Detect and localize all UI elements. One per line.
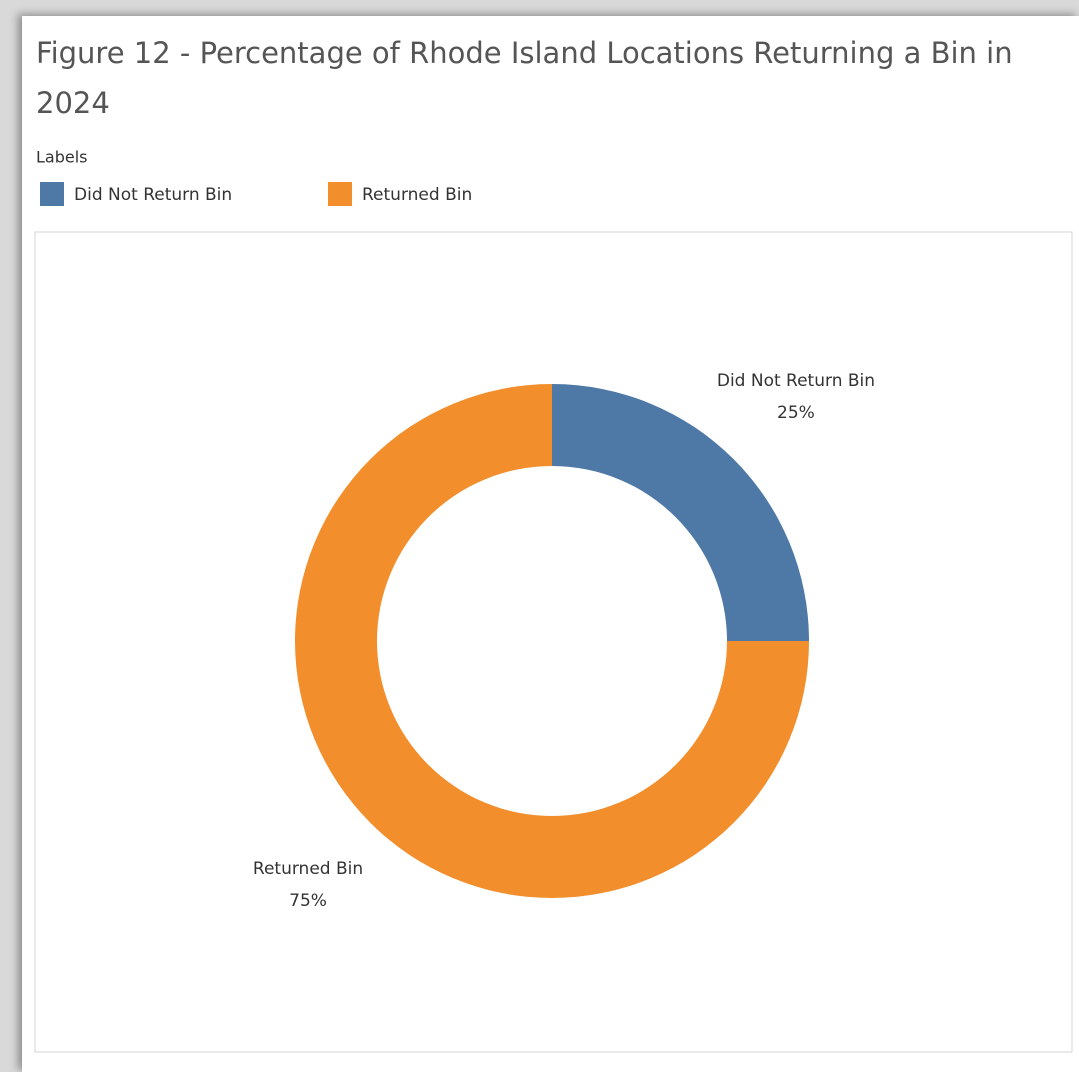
legend-swatch	[328, 182, 352, 206]
data-label-value: 25%	[777, 403, 815, 423]
data-label-value: 75%	[289, 891, 327, 911]
data-label-name: Returned Bin	[253, 859, 363, 879]
slice	[552, 384, 809, 641]
legend-title: Labels	[36, 148, 88, 167]
legend-label: Did Not Return Bin	[74, 185, 232, 205]
legend-label: Returned Bin	[362, 185, 472, 205]
legend-swatch	[40, 182, 64, 206]
data-label-name: Did Not Return Bin	[717, 371, 875, 391]
plot-frame	[34, 231, 1073, 1053]
slice	[295, 384, 809, 898]
chart-title: Figure 12 - Percentage of Rhode Island L…	[36, 36, 1013, 120]
